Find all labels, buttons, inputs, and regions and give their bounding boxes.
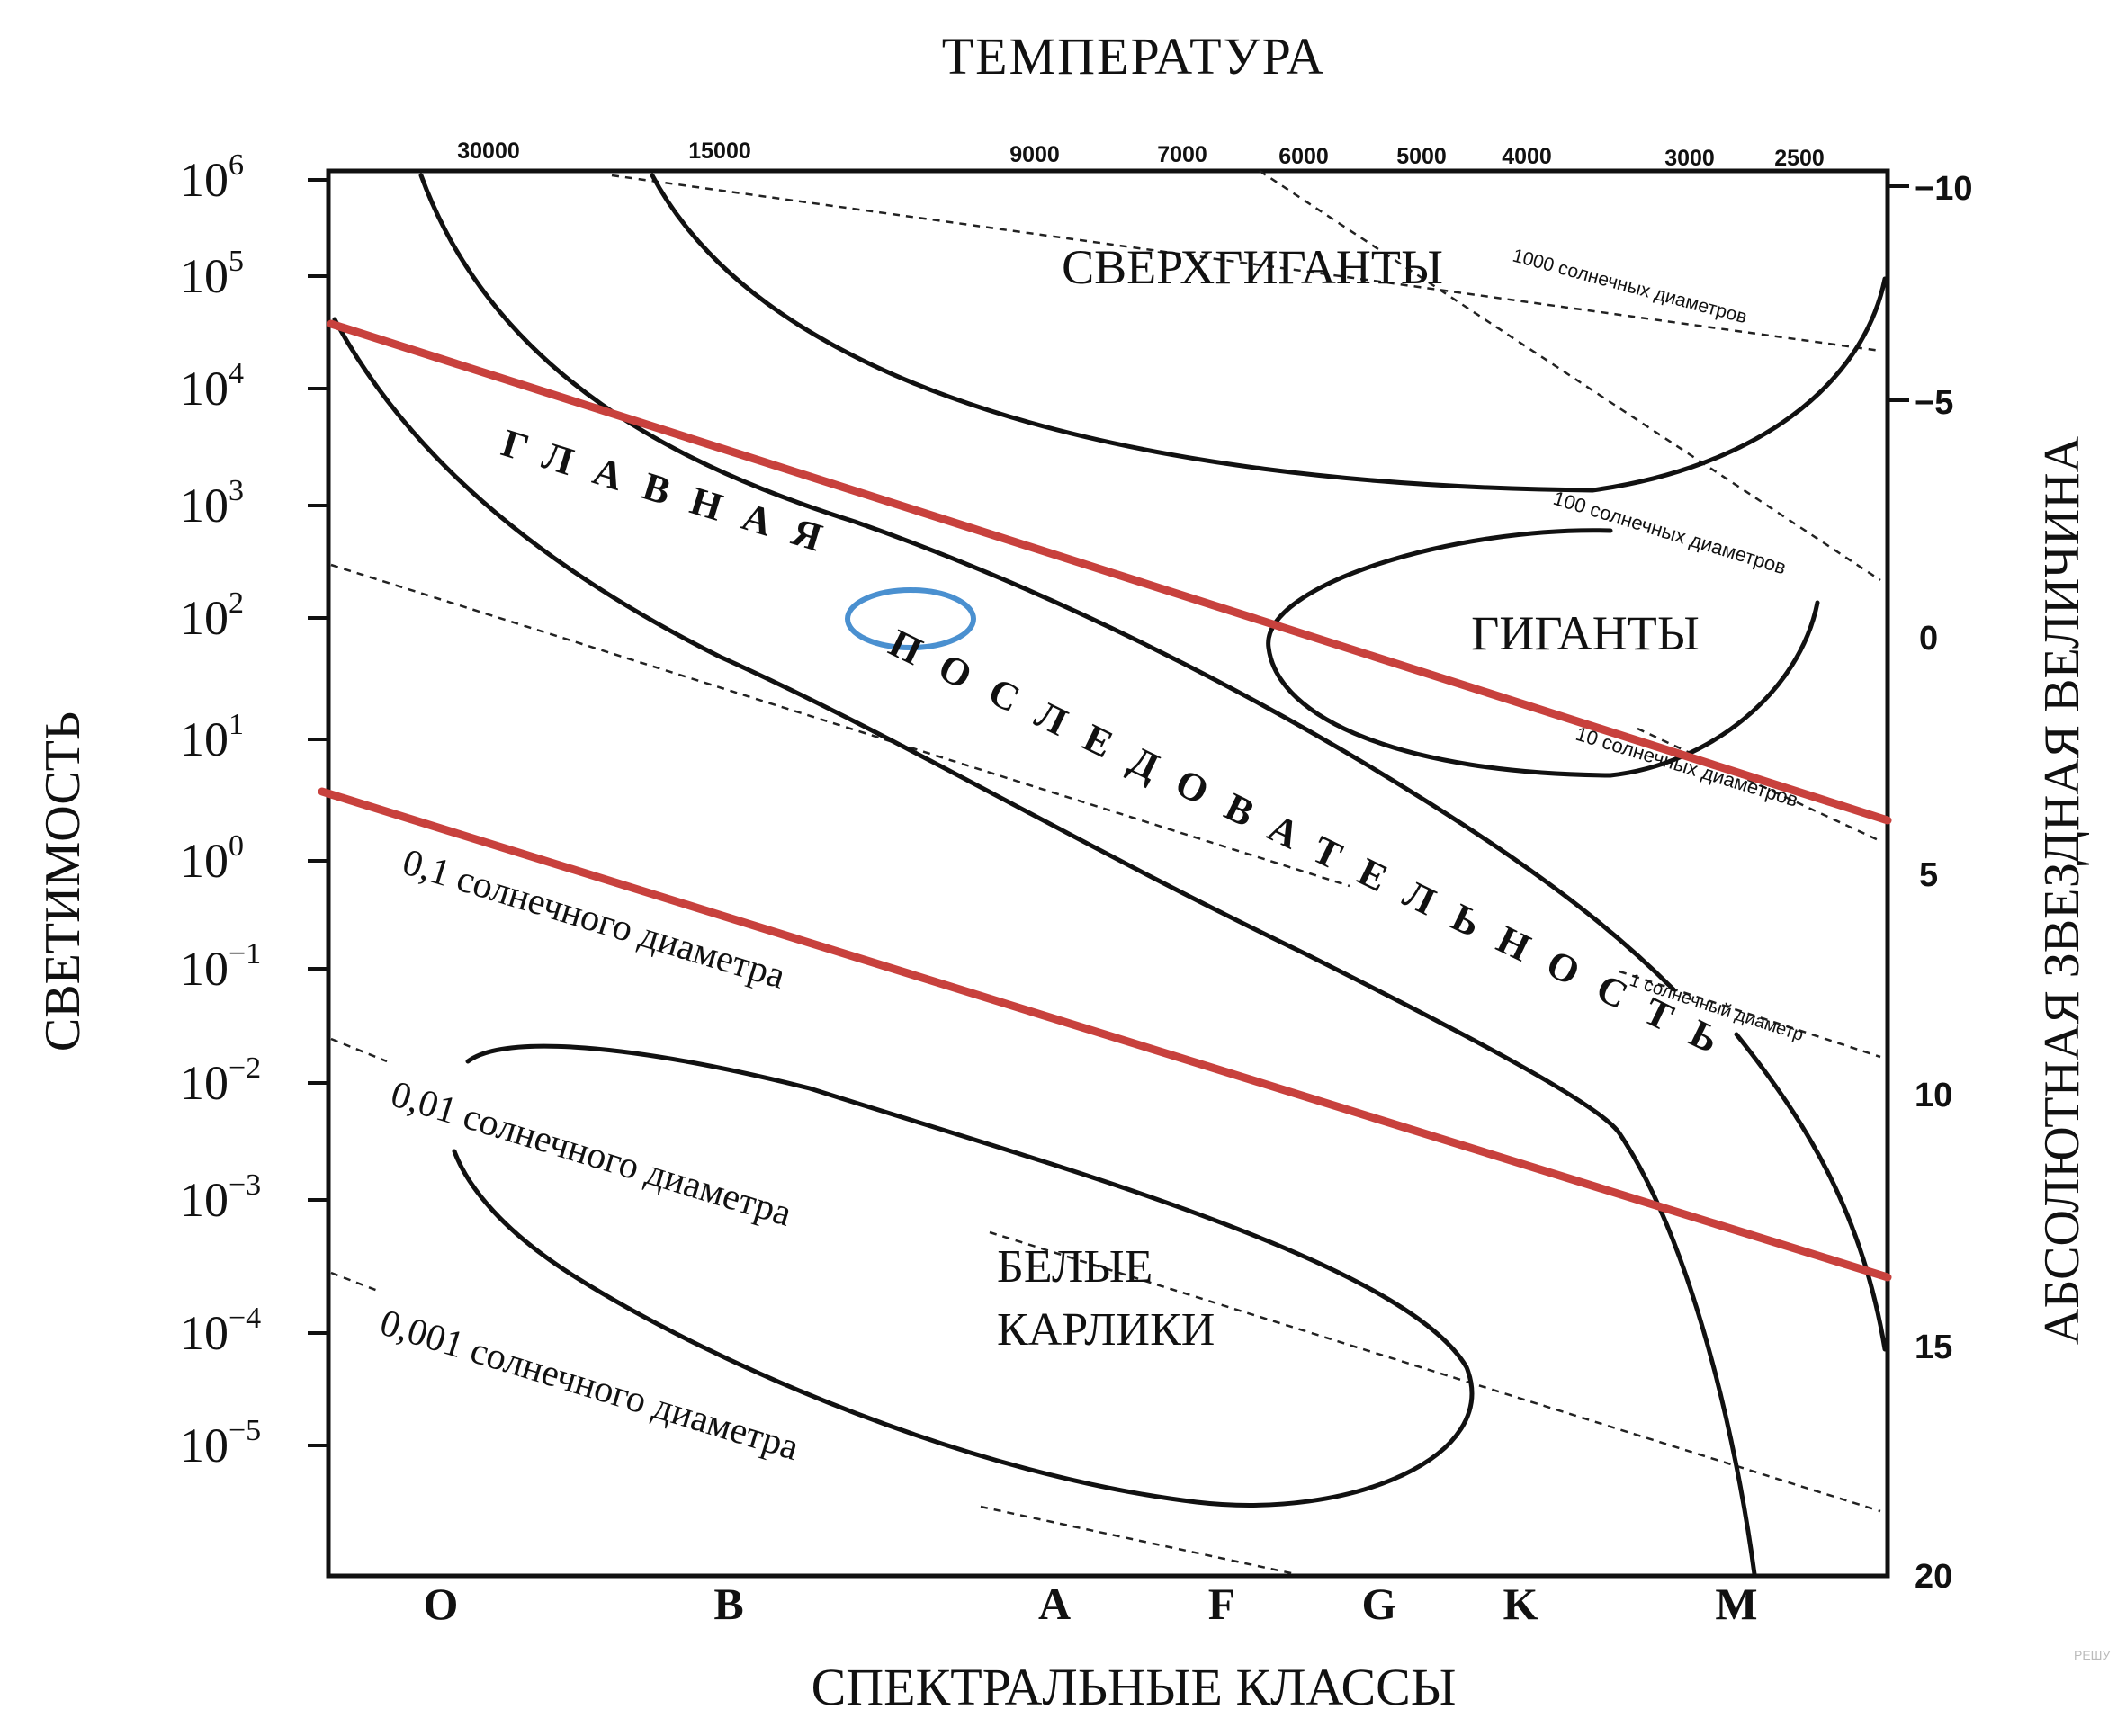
luminosity-tick: 106 bbox=[180, 148, 244, 207]
luminosity-tick-base: 10 bbox=[180, 1418, 229, 1472]
luminosity-tick-exponent: 5 bbox=[229, 245, 244, 278]
temperature-tick: 7000 bbox=[1157, 142, 1207, 167]
magnitude-ticks: −10 −5 0 5 10 15 20 bbox=[1888, 170, 1972, 1596]
main-sequence-tail bbox=[1734, 1032, 1888, 1352]
luminosity-tick: 10−5 bbox=[180, 1414, 261, 1472]
label-supergiants: СВЕРХГИГАНТЫ bbox=[1062, 240, 1443, 294]
luminosity-tick: 100 bbox=[180, 829, 244, 888]
temperature-ticks: 30000 15000 9000 7000 6000 5000 4000 300… bbox=[457, 139, 1825, 171]
luminosity-tick-exponent: 6 bbox=[229, 148, 244, 182]
diameter-line-1b bbox=[1619, 970, 1881, 1059]
region-outlines bbox=[332, 173, 1888, 1577]
diameter-line-1000 bbox=[611, 174, 1881, 353]
spectral-classes: O B A F G K M bbox=[424, 1579, 1758, 1629]
spectral-class: B bbox=[713, 1579, 743, 1629]
temperature-tick: 2500 bbox=[1774, 146, 1825, 171]
x-axis-label: СПЕКТРАЛЬНЫЕ КЛАССЫ bbox=[812, 1658, 1457, 1716]
giants-outline bbox=[1266, 528, 1820, 778]
white-dwarfs-outline bbox=[452, 1043, 1475, 1508]
temperature-tick: 9000 bbox=[1009, 142, 1060, 167]
luminosity-tick-base: 10 bbox=[180, 1173, 229, 1227]
label-white-dwarfs-2: КАРЛИКИ bbox=[997, 1304, 1215, 1356]
magnitude-tick: −5 bbox=[1915, 384, 1953, 422]
spectral-class: A bbox=[1038, 1579, 1071, 1629]
diameter-lines bbox=[330, 169, 1881, 1576]
label-giants: ГИГАНТЫ bbox=[1471, 606, 1700, 660]
luminosity-tick-exponent: 2 bbox=[229, 586, 244, 620]
luminosity-tick: 105 bbox=[180, 245, 244, 303]
diameter-line-100 bbox=[1259, 169, 1881, 582]
luminosity-tick-exponent: −2 bbox=[229, 1051, 261, 1085]
spectral-class: M bbox=[1715, 1579, 1757, 1629]
luminosity-tick-base: 10 bbox=[180, 1056, 229, 1110]
luminosity-tick-base: 10 bbox=[180, 479, 229, 532]
luminosity-tick-exponent: −5 bbox=[229, 1414, 261, 1447]
y-right-label: АБСОЛЮТНАЯ ЗВЕЗДНАЯ ВЕЛИЧИНА bbox=[2034, 435, 2090, 1345]
supergiants-outline bbox=[650, 173, 1888, 493]
label-white-dwarfs-1: БЕЛЫЕ bbox=[997, 1241, 1153, 1293]
luminosity-tick-exponent: −1 bbox=[229, 937, 261, 971]
luminosity-tick: 10−3 bbox=[180, 1168, 261, 1227]
plot-frame bbox=[326, 168, 1890, 1579]
luminosity-tick-exponent: 3 bbox=[229, 474, 244, 507]
luminosity-tick: 10−1 bbox=[180, 937, 261, 996]
magnitude-tick: 20 bbox=[1915, 1558, 1952, 1596]
luminosity-tick: 101 bbox=[180, 708, 244, 766]
red-lines bbox=[318, 319, 1892, 1282]
luminosity-tick-exponent: 1 bbox=[229, 708, 244, 741]
luminosity-tick-base: 10 bbox=[180, 942, 229, 996]
luminosity-tick-exponent: −4 bbox=[229, 1302, 261, 1335]
luminosity-tick-base: 10 bbox=[180, 591, 229, 645]
blue-marker bbox=[845, 587, 976, 650]
diameter-line-1 bbox=[330, 563, 1350, 888]
title: ТЕМПЕРАТУРА bbox=[942, 27, 1326, 85]
luminosity-tick-base: 10 bbox=[180, 834, 229, 888]
spectral-class: G bbox=[1362, 1579, 1397, 1629]
temperature-tick: 30000 bbox=[457, 139, 520, 164]
magnitude-tick: 0 bbox=[1919, 620, 1938, 658]
diameter-line-001 bbox=[330, 1271, 379, 1293]
luminosity-tick-exponent: 0 bbox=[229, 829, 244, 863]
luminosity-tick: 10−2 bbox=[180, 1051, 261, 1110]
diameter-line-10 bbox=[1637, 727, 1881, 843]
red-line-upper bbox=[327, 319, 1892, 825]
main-sequence-lower bbox=[332, 317, 1757, 1577]
spectral-class: O bbox=[424, 1579, 459, 1629]
luminosity-ticks: 10610510410310210110010−110−210−310−410−… bbox=[180, 148, 328, 1472]
luminosity-tick-base: 10 bbox=[180, 153, 229, 207]
luminosity-tick-exponent: 4 bbox=[229, 357, 244, 390]
luminosity-tick: 104 bbox=[180, 357, 244, 416]
diameter-line-01b bbox=[989, 1230, 1881, 1513]
magnitude-tick: −10 bbox=[1915, 170, 1972, 208]
temperature-tick: 5000 bbox=[1396, 144, 1447, 169]
luminosity-tick: 102 bbox=[180, 586, 244, 645]
magnitude-tick: 10 bbox=[1915, 1077, 1952, 1114]
luminosity-tick: 10−4 bbox=[180, 1302, 261, 1360]
diameter-line-01 bbox=[330, 1037, 388, 1063]
magnitude-tick: 5 bbox=[1919, 856, 1938, 894]
luminosity-tick-base: 10 bbox=[180, 362, 229, 416]
luminosity-tick-base: 10 bbox=[180, 1306, 229, 1360]
main-sequence-upper bbox=[418, 173, 1676, 992]
temperature-tick: 4000 bbox=[1502, 144, 1552, 169]
red-line-lower bbox=[318, 787, 1892, 1282]
spectral-class: K bbox=[1503, 1579, 1538, 1629]
temperature-tick: 15000 bbox=[688, 139, 751, 164]
temperature-tick: 6000 bbox=[1278, 144, 1329, 169]
luminosity-tick-exponent: −3 bbox=[229, 1168, 261, 1202]
luminosity-tick-base: 10 bbox=[180, 712, 229, 766]
luminosity-tick-base: 10 bbox=[180, 249, 229, 303]
watermark: РЕШУ bbox=[2074, 1648, 2111, 1662]
luminosity-tick: 103 bbox=[180, 474, 244, 532]
spectral-class: F bbox=[1208, 1579, 1236, 1629]
y-left-label: СВЕТИМОСТЬ bbox=[35, 711, 91, 1051]
temperature-tick: 3000 bbox=[1664, 146, 1715, 171]
magnitude-tick: 15 bbox=[1915, 1329, 1952, 1366]
